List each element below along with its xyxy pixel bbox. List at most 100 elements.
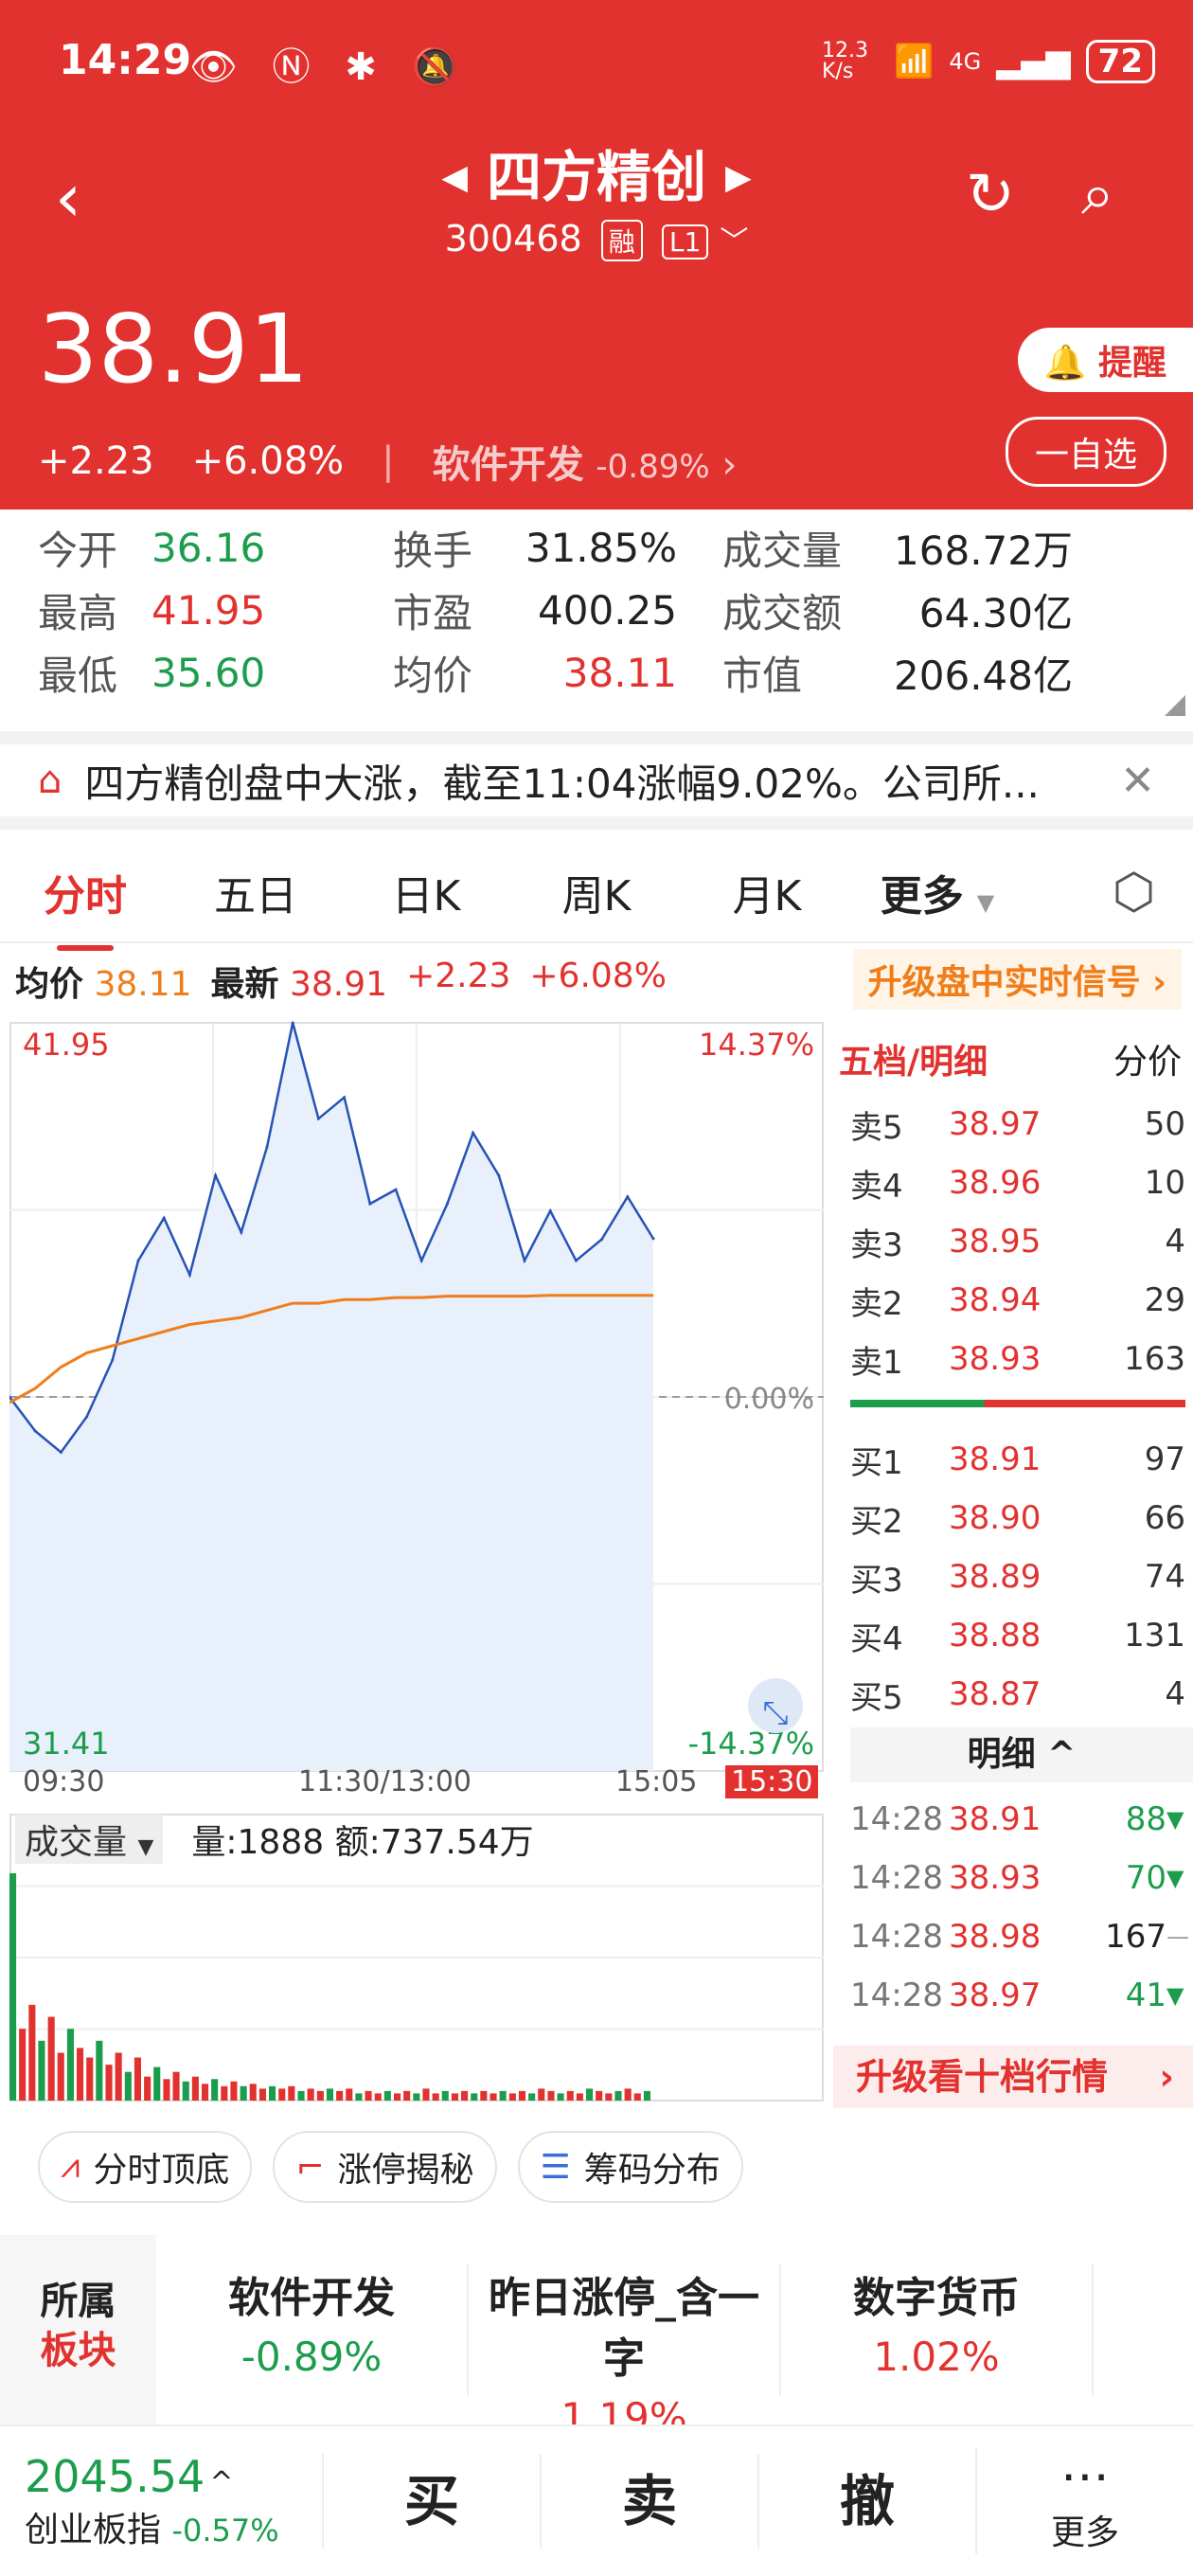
fullscreen-icon[interactable]: ⤡ bbox=[762, 1694, 789, 1732]
volume-bar bbox=[221, 2085, 228, 2101]
more-button[interactable]: ⋯ 更多 bbox=[975, 2448, 1193, 2554]
volume-bar bbox=[191, 2076, 199, 2101]
share-icon[interactable]: ↻ bbox=[966, 159, 1015, 228]
volume-bar bbox=[451, 2093, 458, 2101]
latest-pct: +6.08% bbox=[529, 957, 667, 995]
book-sub[interactable]: 分价 bbox=[1113, 1043, 1182, 1082]
price-point bbox=[265, 1145, 269, 1149]
search-icon[interactable]: ⌕ bbox=[1081, 159, 1114, 228]
book-row[interactable]: 买5 38.87 4 bbox=[833, 1665, 1193, 1724]
tab-more-label: 更多 bbox=[880, 872, 964, 921]
network-type: 4G bbox=[949, 48, 982, 75]
volume-bar bbox=[422, 2088, 430, 2101]
book-row[interactable]: 买1 38.91 97 bbox=[833, 1430, 1193, 1489]
sector-pct: -0.89% bbox=[596, 448, 710, 486]
book-volume: 10 bbox=[1144, 1164, 1185, 1202]
buy-button[interactable]: 买 bbox=[322, 2454, 540, 2549]
volume-bar bbox=[374, 2093, 382, 2101]
sell-button[interactable]: 卖 bbox=[540, 2454, 757, 2549]
next-stock-icon[interactable]: ▶ bbox=[725, 158, 752, 197]
chevron-down-icon[interactable]: ﹀ bbox=[720, 225, 749, 259]
favorite-button[interactable]: 一自选 bbox=[1005, 417, 1166, 487]
change-row: +2.23 +6.08% | 软件开发 -0.89% › bbox=[38, 434, 737, 489]
volume-bar bbox=[624, 2088, 632, 2101]
header-area: 14:29 👁 Ⓝ ✱ 🔕 12.3 K/s 📶 4G ▂▄▆ 72 ‹ ◀ 四方… bbox=[0, 0, 1193, 510]
tab-monthly-k[interactable]: 月K bbox=[732, 872, 802, 921]
trade-row: 14:28 38.98 167 — bbox=[833, 1907, 1193, 1966]
sector-card-name: 昨日涨停_含一字 bbox=[489, 2274, 759, 2383]
sector-label-bottom: 板块 bbox=[40, 2329, 116, 2372]
trade-time: 14:28 bbox=[850, 1859, 943, 1897]
book-price: 38.89 bbox=[949, 1558, 1042, 1596]
book-price: 38.94 bbox=[949, 1281, 1042, 1319]
close-icon[interactable]: ✕ bbox=[1120, 756, 1155, 805]
wifi-icon: 📶 bbox=[894, 43, 935, 80]
buy-sell-ratio-bar bbox=[850, 1400, 1185, 1407]
volume-bar bbox=[432, 2093, 439, 2101]
news-banner[interactable]: ⌂ 四方精创盘中大涨，截至11:04涨幅9.02%。公司所... ✕ bbox=[0, 731, 1193, 830]
price-point bbox=[136, 1259, 140, 1262]
status-time: 14:29 bbox=[59, 36, 192, 84]
x-axis-labels: 09:30 11:30/13:00 15:05 15:30 bbox=[9, 1765, 828, 1803]
back-icon[interactable]: ‹ bbox=[55, 159, 81, 237]
volume-bar bbox=[77, 2048, 84, 2101]
volume-bar bbox=[596, 2090, 603, 2101]
volume-bar bbox=[240, 2085, 247, 2101]
book-title[interactable]: 五档/明细 bbox=[839, 1043, 988, 1082]
volume-bar bbox=[258, 2088, 266, 2101]
index-widget[interactable]: 2045.54 ^ 创业板指 -0.57% bbox=[0, 2451, 322, 2551]
tool-chip-distribution[interactable]: ☰ 筹码分布 bbox=[517, 2131, 743, 2203]
upgrade-ten-level-button[interactable]: 升级看十档行情 › bbox=[833, 2046, 1193, 2108]
latest-label: 最新 bbox=[210, 965, 279, 1004]
sector-name: 软件开发 bbox=[432, 443, 584, 487]
volume-selector[interactable]: 成交量 ▼ bbox=[15, 1815, 164, 1864]
signal-label: 升级盘中实时信号 bbox=[867, 963, 1141, 1002]
price-point bbox=[419, 1259, 423, 1262]
volume-bar bbox=[471, 2093, 478, 2101]
trend-icon: ⩘ bbox=[61, 2147, 80, 2186]
tab-intraday[interactable]: 分时 bbox=[0, 862, 170, 951]
expand-corner-icon[interactable] bbox=[1165, 695, 1185, 716]
cancel-order-button[interactable]: 撤 bbox=[757, 2454, 975, 2549]
book-row[interactable]: 卖4 38.96 10 bbox=[833, 1154, 1193, 1212]
sector-cards: 软件开发 -0.89% 昨日涨停_含一字 1.19% 数字货币 1.02% bbox=[156, 2235, 1193, 2441]
price-point bbox=[214, 1173, 218, 1177]
x-label-end: 15:30 bbox=[725, 1765, 819, 1798]
book-row[interactable]: 卖5 38.97 50 bbox=[833, 1095, 1193, 1154]
book-row[interactable]: 买2 38.90 66 bbox=[833, 1489, 1193, 1547]
sector-card[interactable]: 数字货币 1.02% bbox=[781, 2263, 1094, 2396]
volume-bar bbox=[316, 2090, 324, 2101]
sector-card[interactable]: 昨日涨停_含一字 1.19% bbox=[469, 2263, 781, 2441]
upgrade-signal-button[interactable]: 升级盘中实时信号 › bbox=[852, 949, 1182, 1010]
stat-value: 41.95 bbox=[151, 586, 266, 634]
settings-icon[interactable]: ⬡ bbox=[1112, 864, 1155, 921]
book-row[interactable]: 买4 38.88 131 bbox=[833, 1606, 1193, 1665]
book-row[interactable]: 卖3 38.95 4 bbox=[833, 1212, 1193, 1271]
sector-link[interactable]: 软件开发 -0.89% › bbox=[432, 443, 738, 487]
stat-value: 35.60 bbox=[151, 649, 266, 696]
tab-weekly-k[interactable]: 周K bbox=[561, 872, 632, 921]
index-pct: -0.57% bbox=[171, 2513, 279, 2549]
volume-bar bbox=[66, 2029, 74, 2101]
price-point bbox=[111, 1358, 115, 1362]
volume-bar bbox=[499, 2090, 507, 2101]
trade-volume: 88 bbox=[1125, 1800, 1166, 1838]
detail-header[interactable]: 明细 ^ bbox=[850, 1727, 1193, 1782]
intraday-chart[interactable]: 41.95 14.37% 31.41 -14.37% 0.00% bbox=[9, 1015, 828, 1773]
tool-intraday-top-bottom[interactable]: ⩘ 分时顶底 bbox=[38, 2131, 253, 2203]
volume-bar bbox=[403, 2090, 411, 2101]
tool-limit-up[interactable]: ⌐ 涨停揭秘 bbox=[273, 2131, 497, 2203]
alert-button[interactable]: 🔔 提醒 bbox=[1017, 328, 1193, 392]
prev-stock-icon[interactable]: ◀ bbox=[441, 158, 468, 197]
book-row[interactable]: 买3 38.89 74 bbox=[833, 1547, 1193, 1606]
trade-volume: 41 bbox=[1125, 1977, 1166, 2014]
margin-tag: 融 bbox=[600, 220, 643, 261]
tab-daily-k[interactable]: 日K bbox=[391, 872, 461, 921]
sector-card[interactable]: 软件开发 -0.89% bbox=[156, 2263, 469, 2396]
book-row[interactable]: 卖1 38.93 163 bbox=[833, 1330, 1193, 1388]
book-row[interactable]: 卖2 38.94 29 bbox=[833, 1271, 1193, 1330]
volume-label-row: 成交量 ▼ 量:1888 额:737.54万 bbox=[15, 1815, 534, 1864]
tab-more[interactable]: 更多 ▼ bbox=[852, 862, 1023, 922]
volume-bar bbox=[326, 2088, 333, 2101]
tab-five-day[interactable]: 五日 bbox=[214, 872, 297, 921]
